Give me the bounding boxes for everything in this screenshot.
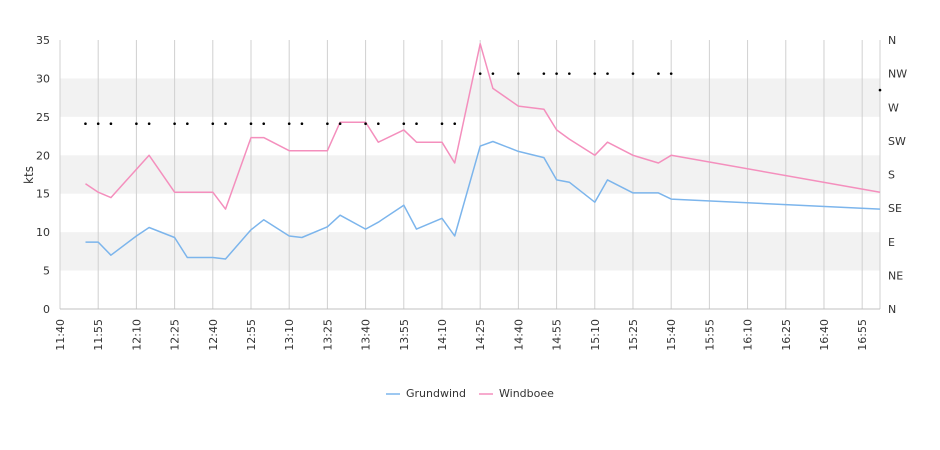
y-tick-label: 15: [36, 188, 50, 201]
x-tick-label: 16:10: [742, 319, 755, 351]
direction-marker: [491, 72, 495, 75]
legend-label: Grundwind: [406, 387, 466, 400]
direction-marker: [147, 122, 151, 125]
direction-marker: [109, 122, 113, 125]
x-tick-label: 12:40: [207, 319, 220, 351]
y-tick-label: 5: [43, 265, 50, 278]
x-tick-label: 12:25: [169, 319, 182, 351]
x-tick-label: 12:55: [245, 319, 258, 351]
direction-marker: [287, 122, 291, 125]
direction-tick-label: SE: [888, 202, 902, 215]
x-tick-label: 15:55: [703, 319, 716, 351]
direction-marker: [568, 72, 571, 75]
direction-tick-label: S: [888, 169, 895, 182]
direction-marker: [338, 122, 342, 125]
x-tick-label: 14:55: [551, 319, 564, 351]
x-tick-label: 14:40: [512, 319, 525, 351]
x-tick-label: 16:55: [856, 319, 869, 351]
plot-band: [60, 232, 880, 271]
direction-marker: [377, 122, 380, 125]
legend-label: Windboee: [499, 387, 554, 400]
series-layer: [84, 43, 882, 260]
x-tick-label: 14:25: [474, 319, 487, 351]
vertical-gridlines: [59, 40, 881, 309]
direction-marker: [186, 122, 189, 125]
y-tick-label: 20: [36, 149, 50, 162]
series-line-windboee: [85, 43, 881, 210]
x-tick-label: 13:10: [283, 319, 296, 351]
y-axis: 0 5 10 15 20 25 30 35: [36, 34, 50, 316]
x-axis: 11:40 11:55 12:10 12:25 12:40 12:55 13:10 13:25…: [54, 308, 880, 351]
y-tick-label: 35: [36, 34, 50, 47]
x-tick-label: 15:10: [589, 319, 602, 351]
direction-marker: [542, 72, 546, 75]
x-tick-label: 16:25: [780, 319, 793, 351]
y-tick-label: 10: [36, 226, 50, 239]
legend-item-windboee: Windboee: [479, 387, 554, 400]
direction-tick-label: NE: [888, 269, 903, 282]
legend: Grundwind Windboee: [386, 387, 554, 400]
direction-tick-label: NW: [888, 68, 907, 81]
direction-marker: [606, 72, 609, 75]
legend-item-grundwind: Grundwind: [386, 387, 466, 400]
x-tick-label: 13:40: [360, 319, 373, 351]
x-tick-label: 15:25: [627, 319, 640, 351]
direction-marker: [96, 122, 100, 125]
direction-tick-label: N: [888, 303, 896, 316]
x-tick-label: 12:10: [130, 319, 143, 351]
direction-marker: [631, 72, 635, 75]
plot-bands: [60, 78, 880, 271]
direction-marker: [593, 72, 597, 75]
direction-marker: [326, 122, 329, 125]
direction-tick-label: SW: [888, 135, 906, 148]
direction-marker: [402, 122, 406, 125]
direction-marker: [669, 72, 673, 75]
direction-marker: [84, 122, 87, 125]
direction-marker: [173, 122, 176, 125]
x-tick-label: 11:40: [54, 319, 67, 351]
x-tick-label: 13:25: [321, 319, 334, 351]
plot-band: [60, 155, 880, 194]
direction-marker: [440, 122, 444, 125]
x-tick-label: 11:55: [92, 319, 105, 351]
y-tick-label: 30: [36, 72, 50, 85]
direction-axis: N NE E SE S SW W NW N: [888, 34, 907, 316]
direction-marker: [555, 72, 558, 75]
direction-marker: [211, 122, 215, 125]
direction-marker: [262, 122, 266, 125]
direction-marker: [878, 88, 882, 92]
series-line-grundwind: [85, 140, 881, 260]
direction-marker: [224, 122, 227, 125]
direction-marker: [300, 122, 304, 125]
x-tick-label: 13:55: [398, 319, 411, 351]
x-tick-label: 15:40: [665, 319, 678, 351]
direction-marker: [135, 122, 138, 125]
x-tick-label: 16:40: [818, 319, 831, 351]
y-axis-title: kts: [22, 166, 36, 184]
y-tick-label: 0: [43, 303, 50, 316]
plot-band: [60, 78, 880, 117]
direction-marker: [364, 122, 367, 125]
direction-tick-label: W: [888, 101, 899, 114]
direction-marker: [478, 72, 482, 75]
direction-tick-label: E: [888, 236, 895, 249]
direction-marker: [517, 72, 520, 75]
direction-tick-label: N: [888, 34, 896, 47]
direction-marker: [657, 72, 660, 75]
direction-marker: [453, 122, 457, 125]
direction-marker: [415, 122, 418, 125]
x-tick-label: 14:10: [436, 319, 449, 351]
y-tick-label: 25: [36, 111, 50, 124]
direction-marker: [249, 122, 253, 125]
